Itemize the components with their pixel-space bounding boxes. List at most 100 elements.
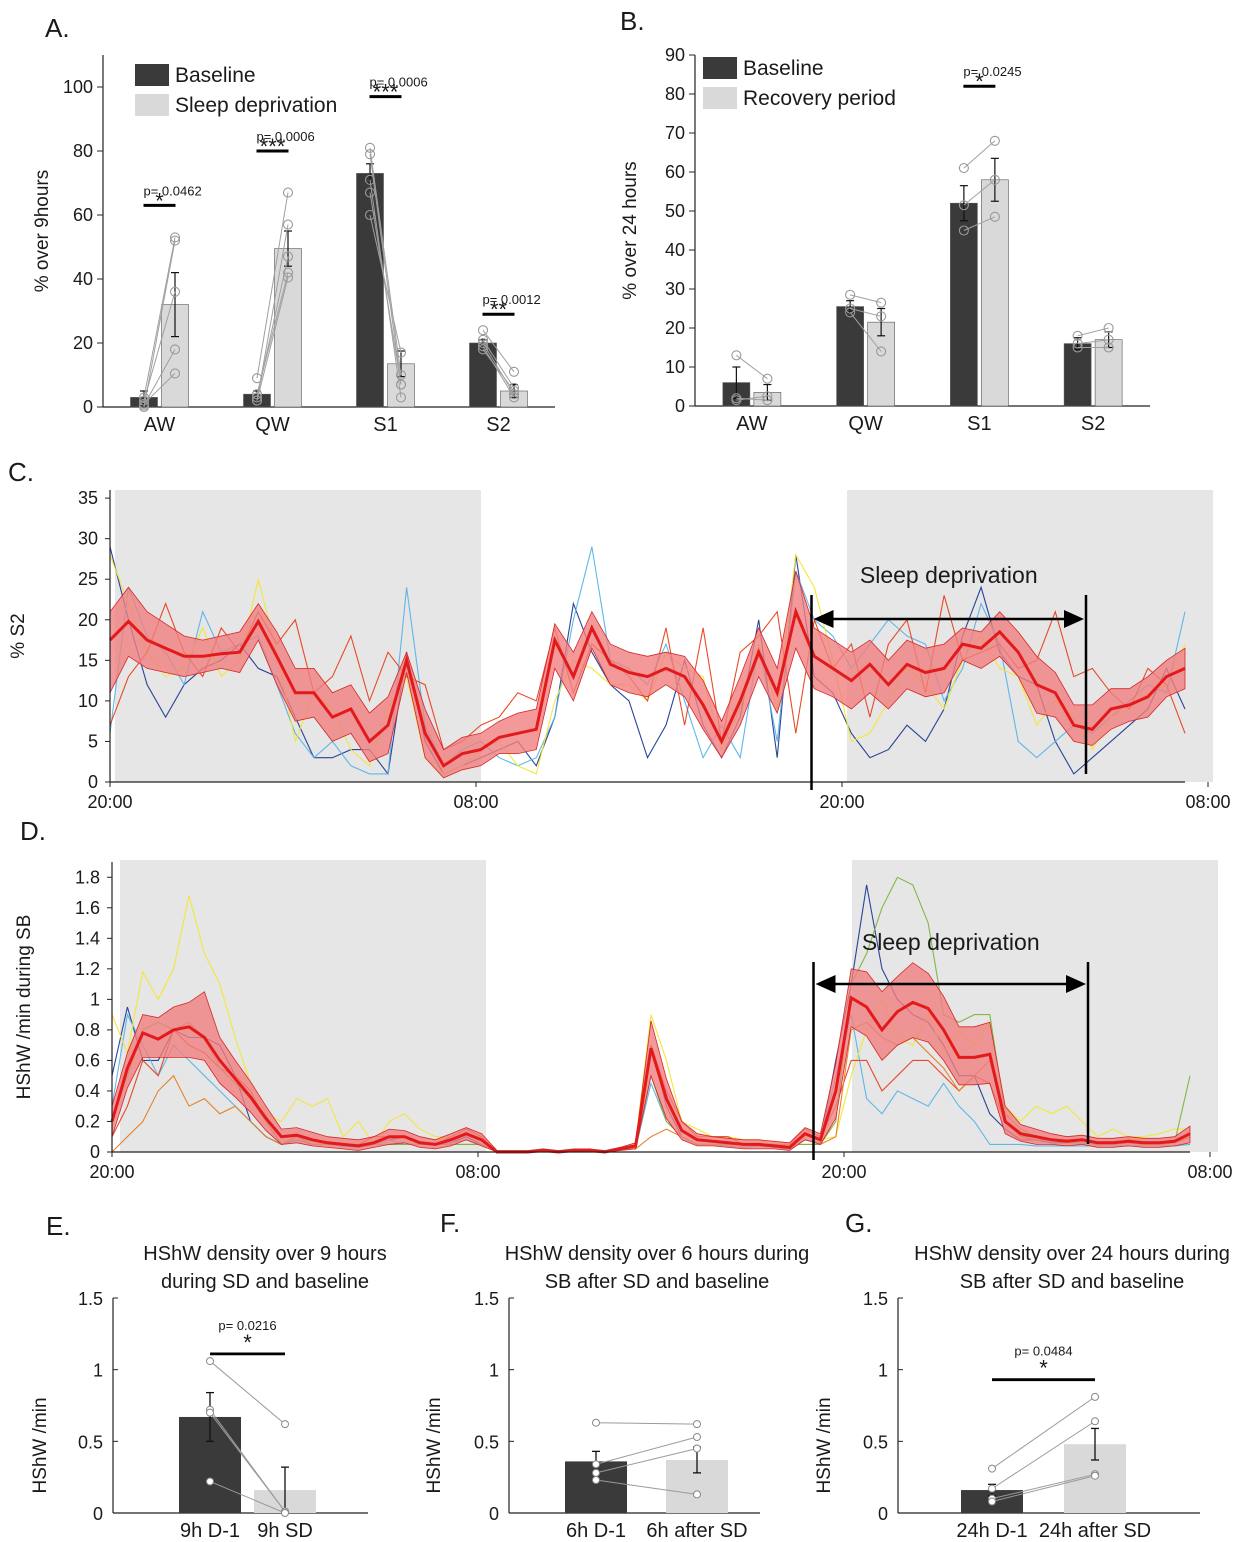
- individual-point: [282, 187, 294, 198]
- individual-point: [1072, 342, 1083, 353]
- y-tick-label: 1.6: [75, 898, 100, 918]
- bar: [356, 173, 384, 408]
- individual-line: [256, 272, 289, 395]
- category-label: 6h D-1: [566, 1520, 626, 1542]
- individual-line: [595, 1422, 698, 1425]
- individual-line: [482, 345, 515, 398]
- sem-band: [109, 570, 1186, 779]
- y-tick-label: 0.5: [78, 1432, 103, 1452]
- legend-label: Sleep deprivation: [175, 94, 337, 117]
- individual-point: [508, 385, 520, 397]
- individual-line: [991, 1475, 1096, 1503]
- individual-line: [369, 192, 402, 385]
- individual-point: [477, 334, 489, 345]
- individual-line: [369, 154, 402, 385]
- x-tick-label: 20:00: [89, 1162, 134, 1182]
- individual-line: [209, 1481, 286, 1514]
- individual-line: [482, 349, 515, 392]
- panel-label-b: B.: [620, 6, 645, 36]
- y-tick-label: 0.2: [75, 1111, 100, 1131]
- y-tick-label: 0.6: [75, 1050, 100, 1070]
- y-tick-label: 1: [90, 989, 100, 1009]
- category-label: QW: [255, 414, 290, 436]
- individual-line: [209, 1360, 286, 1425]
- category-label: 24h after SD: [1039, 1520, 1151, 1542]
- individual-point: [169, 344, 181, 355]
- individual-point: [206, 1477, 214, 1486]
- chart-b: 0 10 20 30 40 50 60 70 80 90 % over 24 hours AW QW S1…: [620, 45, 1150, 435]
- y-tick-label: 0.5: [474, 1432, 499, 1452]
- individual-point: [989, 211, 1000, 222]
- x-tick-label: 08:00: [1185, 792, 1230, 812]
- y-tick-label: 1.2: [75, 959, 100, 979]
- category-label: 6h after SD: [646, 1520, 747, 1542]
- p-value: p= 0.0484: [1014, 1344, 1072, 1359]
- significance-stars: *: [1039, 1356, 1048, 1381]
- y-tick-label: 5: [88, 731, 98, 751]
- individual-point: [477, 325, 489, 336]
- sd-arrow-head-right: [1064, 610, 1084, 628]
- individual-point: [731, 350, 742, 361]
- individual-point: [206, 1357, 214, 1366]
- individual-point: [395, 379, 407, 390]
- individual-line: [991, 1473, 1096, 1500]
- y-tick-label: 20: [78, 610, 98, 630]
- individual-line: [143, 349, 176, 406]
- individual-point: [364, 187, 376, 198]
- individual-line: [963, 179, 996, 206]
- y-tick-label: 70: [665, 123, 685, 143]
- chart-title: during SD and baseline: [161, 1271, 369, 1293]
- individual-point: [138, 392, 150, 403]
- individual-point: [477, 341, 489, 352]
- individual-point: [282, 267, 294, 278]
- individual-line: [143, 240, 176, 408]
- y-tick-label: 0: [88, 772, 98, 792]
- individual-point: [395, 347, 407, 358]
- y-tick-label: 50: [665, 201, 685, 221]
- individual-point: [282, 219, 294, 230]
- individual-point: [762, 373, 773, 384]
- individual-point: [876, 297, 887, 308]
- chart-title: SB after SD and baseline: [960, 1271, 1185, 1293]
- legend-swatch: [135, 94, 169, 116]
- panel-label-d: D.: [20, 816, 46, 846]
- y-tick-label: 0.8: [75, 1020, 100, 1040]
- individual-line: [482, 329, 515, 373]
- y-tick-label: 40: [665, 240, 685, 260]
- bar: [836, 306, 864, 407]
- sd-annotation: Sleep deprivation: [862, 929, 1040, 955]
- individual-point: [592, 1476, 600, 1485]
- y-tick-label: 80: [73, 141, 93, 161]
- bar: [1094, 339, 1123, 407]
- individual-point: [206, 1408, 214, 1417]
- category-label: S2: [486, 414, 510, 436]
- category-label: AW: [144, 414, 176, 436]
- individual-point: [282, 251, 294, 262]
- y-tick-label: 0.5: [863, 1432, 888, 1452]
- individual-line: [850, 308, 882, 317]
- individual-point: [477, 344, 489, 355]
- individual-point: [876, 311, 887, 322]
- individual-point: [989, 174, 1000, 185]
- individual-line: [143, 373, 176, 405]
- individual-point: [958, 163, 969, 174]
- individual-line: [963, 216, 996, 231]
- mean-line: [108, 606, 1186, 768]
- y-tick-label: 0: [93, 1504, 103, 1524]
- legend-label: Baseline: [743, 57, 824, 80]
- individual-point: [1072, 338, 1083, 349]
- category-label: S2: [1081, 413, 1105, 435]
- individual-point: [364, 209, 376, 221]
- individual-point: [693, 1433, 701, 1442]
- category-label: 9h SD: [257, 1520, 313, 1542]
- chart-g: 0 0.5 1 1.5 HShW /min HShW density over 24 ho…: [814, 1243, 1230, 1542]
- individual-point: [693, 1444, 701, 1453]
- individual-line: [1077, 327, 1109, 337]
- individual-point: [762, 395, 773, 406]
- chart-c: 0510152025303520:0008:0020:0008:0020:000…: [8, 488, 1231, 812]
- chart-f: 0 0.5 1 1.5 HShW /min HShW density over 6 hou…: [424, 1243, 809, 1542]
- legend-label: Recovery period: [743, 87, 896, 110]
- individual-point: [251, 389, 263, 400]
